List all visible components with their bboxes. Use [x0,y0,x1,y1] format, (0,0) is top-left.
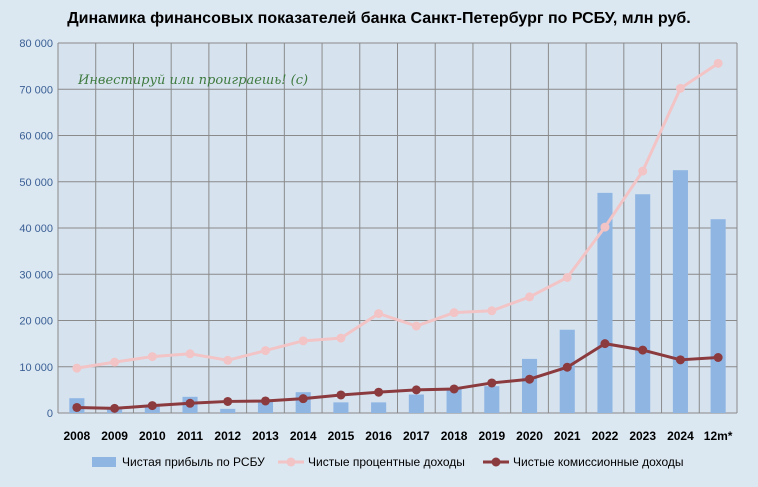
x-tick-label: 2014 [290,429,317,443]
data-point [223,355,233,365]
x-tick-label: 2010 [139,429,166,443]
legend-label: Чистая прибыль по РСБУ [122,455,265,469]
line-series [72,58,723,413]
bar [635,194,651,413]
x-tick-label: 2023 [629,429,656,443]
legend: Чистая прибыль по РСБУ Чистые процентные … [92,455,684,469]
data-point [336,390,346,400]
data-point [487,306,497,316]
x-tick-label: 2024 [667,429,694,443]
y-tick-label: 0 [47,408,53,420]
data-point [675,83,685,93]
data-point [298,394,308,404]
data-point [260,346,270,356]
x-tick-label: 2008 [64,429,91,443]
y-tick-label: 40 000 [19,223,53,235]
data-point [336,333,346,343]
data-point [525,292,535,302]
legend-swatch [92,457,116,467]
data-point [223,396,233,406]
data-point [260,396,270,406]
data-point [411,385,421,395]
data-point [487,378,497,388]
bar [672,170,688,413]
data-point [185,349,195,359]
data-point [72,402,82,412]
data-point [147,401,157,411]
data-point [600,222,610,232]
y-tick-label: 60 000 [19,131,53,143]
bar [333,402,349,413]
grid [57,42,738,414]
data-point [411,321,421,331]
chart-title: Динамика финансовых показателей банка Са… [67,10,690,27]
y-tick-label: 50 000 [19,177,53,189]
series-line [76,62,719,370]
y-tick-label: 30 000 [19,269,53,281]
watermark-text: Инвестируй или проиграешь! (с) [77,73,308,88]
legend-label: Чистые комиссионные доходы [513,455,684,469]
data-point [449,308,459,318]
x-tick-label: 2012 [214,429,241,443]
data-point [374,309,384,319]
x-tick-label: 2015 [328,429,355,443]
bar [710,219,726,413]
bar [408,394,424,413]
y-tick-label: 10 000 [19,362,53,374]
x-tick-label: 2011 [177,429,203,443]
legend-label: Чистые процентные доходы [308,455,465,469]
x-tick-label: 2022 [592,429,619,443]
data-point [675,355,685,365]
x-tick-label: 2018 [441,429,468,443]
x-tick-label: 2009 [101,429,128,443]
data-point [638,166,648,176]
data-point [562,272,572,282]
bar [220,408,236,413]
x-tick-label: 2019 [478,429,505,443]
data-point [72,363,82,373]
bar [484,386,500,413]
bar [446,388,462,413]
x-tick-label: 2013 [252,429,279,443]
bar [257,401,274,413]
data-point [600,339,610,349]
data-point [374,387,384,397]
y-tick-label: 80 000 [19,38,53,50]
data-point [525,374,535,384]
data-point [449,384,459,394]
x-tick-label: 12m* [704,429,733,443]
y-axis: 0 10 000 20 000 30 000 40 000 50 000 60 000 70 … [19,38,53,420]
x-axis: 2008 2009 2010 2011 2012 2013 2014 2015 2016 2017… [64,429,733,443]
data-point [298,336,308,346]
data-point [147,352,157,362]
series-line [76,342,719,410]
data-point [110,403,120,413]
bar [597,192,613,413]
bar [521,358,538,413]
y-tick-label: 70 000 [19,84,53,96]
legend-marker [491,457,501,467]
x-tick-label: 2016 [365,429,392,443]
x-tick-label: 2017 [403,429,430,443]
data-point [110,357,120,367]
bar [371,402,387,413]
data-point [185,398,195,408]
data-point [638,345,648,355]
x-tick-label: 2020 [516,429,543,443]
x-tick-label: 2021 [554,429,581,443]
y-tick-label: 20 000 [19,316,53,328]
legend-marker [286,457,296,467]
data-point [713,58,723,68]
data-point [562,362,572,372]
data-point [713,353,723,362]
